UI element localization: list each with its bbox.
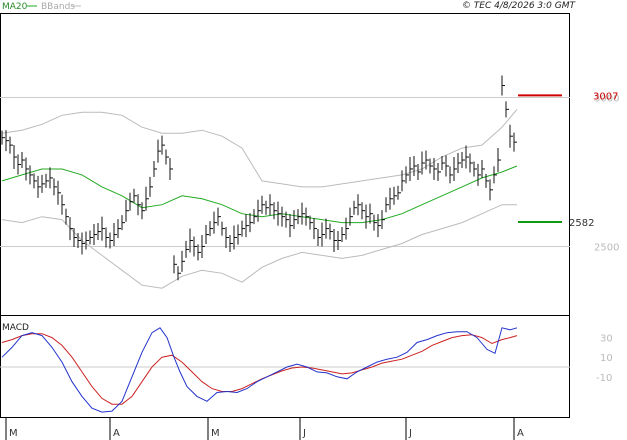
macd-panel: MACD 30 10 -10 bbox=[0, 315, 613, 418]
price-panel-frame bbox=[0, 13, 570, 316]
support-label: 2582 bbox=[569, 218, 594, 229]
x-tick-label: M bbox=[211, 428, 220, 439]
chart-timestamp: © TEC 4/8/2026 3:0 GMT bbox=[462, 1, 577, 11]
ma20-line bbox=[1, 165, 518, 224]
x-tick-label: A bbox=[113, 428, 120, 439]
macd-y-tick-10: 10 bbox=[600, 353, 613, 364]
resistance-label: 3007 bbox=[593, 91, 618, 102]
y-tick-3000: 3000 bbox=[594, 93, 619, 104]
x-tick-label: J bbox=[302, 428, 306, 439]
legend-ma20-label: MA20 bbox=[2, 2, 28, 12]
macd-y-tick-neg10: -10 bbox=[596, 373, 612, 384]
bbands-lower-line bbox=[1, 204, 517, 289]
x-tick-label: A bbox=[517, 428, 524, 439]
macd-line bbox=[1, 327, 518, 413]
price-panel: 3000 2500 3007 2582 bbox=[0, 13, 619, 316]
price-bars bbox=[1, 75, 517, 281]
macd-title: MACD bbox=[2, 323, 29, 333]
legend-bbands-label: BBands bbox=[41, 2, 75, 12]
y-tick-2500: 2500 bbox=[594, 242, 619, 253]
bbands-upper-line bbox=[1, 109, 518, 188]
macd-y-tick-30: 30 bbox=[600, 334, 613, 345]
macd-signal-line bbox=[1, 333, 518, 405]
x-tick-label: J bbox=[408, 428, 412, 439]
x-tick-label: M bbox=[9, 428, 18, 439]
